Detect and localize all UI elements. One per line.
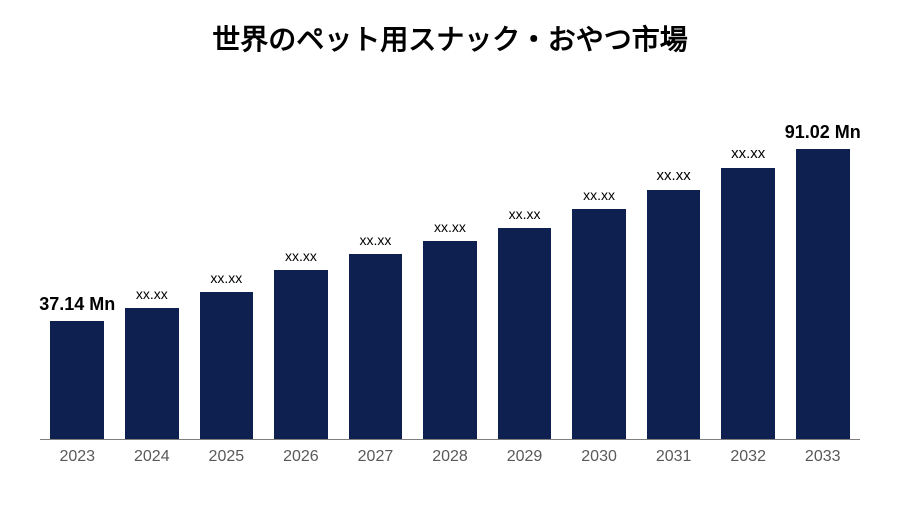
x-axis-labels: 2023202420252026202720282029203020312032…	[40, 444, 860, 470]
x-axis-label: 2031	[636, 448, 711, 466]
x-axis-label: 2023	[40, 448, 115, 466]
x-axis-label: 2033	[785, 448, 860, 466]
bar	[423, 241, 477, 439]
bar-slot: 91.02 Mn	[785, 120, 860, 439]
bar	[572, 209, 626, 439]
bar-slot: xx.xx	[711, 120, 786, 439]
chart-title: 世界のペット用スナック・おやつ市場	[0, 0, 900, 58]
bar	[200, 292, 254, 439]
bar	[721, 168, 775, 439]
bar-slot: 37.14 Mn	[40, 120, 115, 439]
x-axis-label: 2032	[711, 448, 786, 466]
x-axis-label: 2026	[264, 448, 339, 466]
plot-region: 37.14 Mnxx.xxxx.xxxx.xxxx.xxxx.xxxx.xxxx…	[40, 120, 860, 440]
bar	[498, 228, 552, 439]
bar-slot: xx.xx	[413, 120, 488, 439]
bar	[274, 270, 328, 439]
bar-slot: xx.xx	[338, 120, 413, 439]
x-axis-label: 2024	[115, 448, 190, 466]
bar	[125, 308, 179, 439]
x-axis-label: 2025	[189, 448, 264, 466]
bar-slot: xx.xx	[189, 120, 264, 439]
x-axis-label: 2030	[562, 448, 637, 466]
x-axis-label: 2029	[487, 448, 562, 466]
x-axis-label: 2027	[338, 448, 413, 466]
x-axis-label: 2028	[413, 448, 488, 466]
bar	[50, 321, 104, 439]
bar-value-label: 91.02 Mn	[771, 122, 875, 143]
bar	[349, 254, 403, 439]
bar-slot: xx.xx	[264, 120, 339, 439]
bar	[796, 149, 850, 439]
bar-slot: xx.xx	[487, 120, 562, 439]
chart-area: 37.14 Mnxx.xxxx.xxxx.xxxx.xxxx.xxxx.xxxx…	[40, 120, 860, 470]
bar-slot: xx.xx	[636, 120, 711, 439]
bar	[647, 190, 701, 439]
